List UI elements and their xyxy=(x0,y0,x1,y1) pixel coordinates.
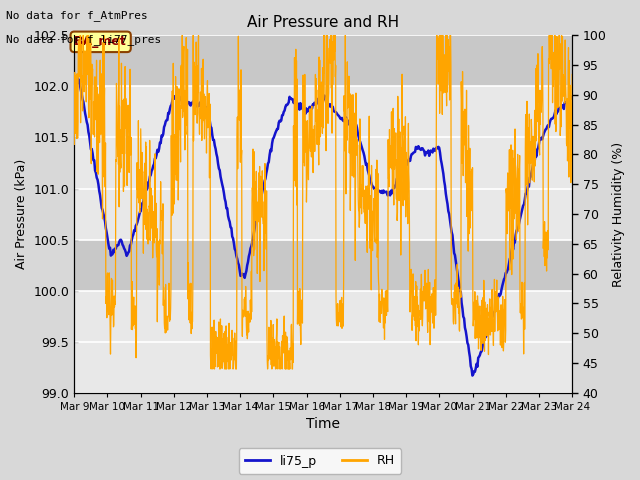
X-axis label: Time: Time xyxy=(306,418,340,432)
Bar xyxy=(74,342,572,393)
Text: No data for f_AtmPres: No data for f_AtmPres xyxy=(6,10,148,21)
Y-axis label: Relativity Humidity (%): Relativity Humidity (%) xyxy=(612,142,625,287)
Text: No data for f_li77_pres: No data for f_li77_pres xyxy=(6,34,162,45)
Bar xyxy=(74,240,572,291)
Bar xyxy=(74,137,572,189)
Y-axis label: Air Pressure (kPa): Air Pressure (kPa) xyxy=(15,159,28,269)
Title: Air Pressure and RH: Air Pressure and RH xyxy=(247,15,399,30)
Text: BA_met: BA_met xyxy=(74,36,127,48)
Legend: li75_p, RH: li75_p, RH xyxy=(239,448,401,474)
Bar xyxy=(74,36,572,86)
